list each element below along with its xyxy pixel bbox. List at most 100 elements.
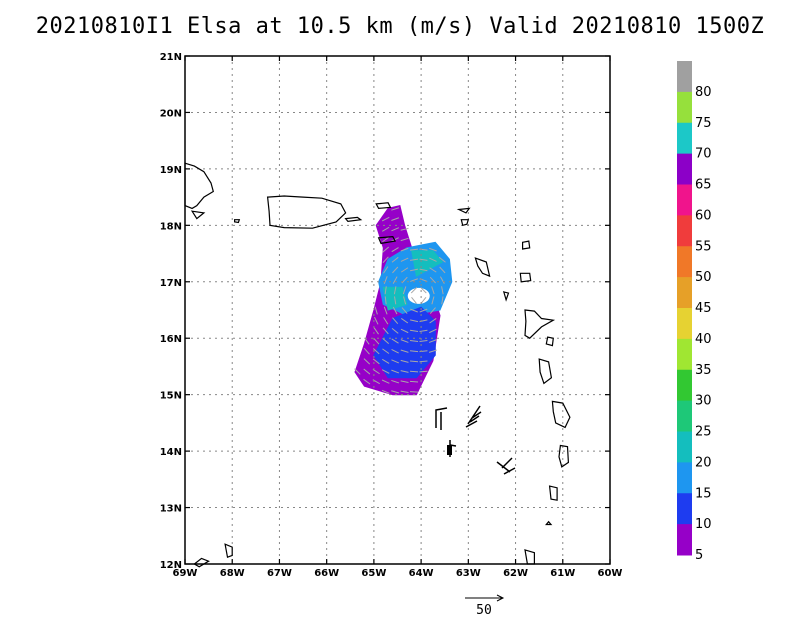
- wind-vector: [409, 360, 419, 363]
- wind-vector: [420, 287, 427, 294]
- colorbar-swatch: [677, 246, 692, 278]
- wind-vector: [372, 368, 380, 375]
- coastline-st-croix: [377, 235, 397, 245]
- wind-vector: [409, 350, 419, 353]
- coastline-guadeloupe: [524, 309, 556, 339]
- wind-vector: [400, 370, 409, 373]
- lat-lon-grid: [185, 56, 610, 564]
- wind-vector: [400, 380, 409, 383]
- lat-tick-label: 15N: [160, 391, 182, 402]
- colorbar-swatch: [677, 91, 692, 124]
- colorbar-swatch: [677, 431, 692, 463]
- coastline-dominica: [538, 358, 553, 385]
- wind-vector: [374, 306, 378, 315]
- wind-vector: [391, 369, 400, 374]
- wind-vector: [429, 318, 437, 324]
- wind-vector: [374, 316, 379, 325]
- colorbar-label: 25: [695, 425, 712, 440]
- wind-vector: [410, 268, 419, 272]
- wind-vector: [429, 307, 436, 314]
- colorbar-swatch: [677, 277, 692, 309]
- wind-vector: [419, 340, 428, 343]
- wind-vector: [428, 339, 437, 343]
- colorbar-swatch: [677, 184, 692, 216]
- lat-tick-label: 17N: [160, 278, 182, 289]
- wind-vector: [441, 286, 444, 295]
- coastline-virgin-islands: [375, 202, 392, 210]
- wind-vector: [382, 246, 390, 253]
- wind-vector: [438, 256, 446, 263]
- coastline-los-roques: [193, 557, 210, 568]
- wind-vector: [400, 267, 409, 273]
- wind-vector: [363, 347, 370, 355]
- wind-vector: [409, 340, 419, 343]
- wind-vector: [384, 296, 387, 305]
- wind-vector: [392, 317, 399, 325]
- wind-vector: [411, 296, 417, 304]
- colorbar-swatch: [677, 308, 692, 340]
- observation-barb: [435, 407, 448, 428]
- colorbar-label: 20: [695, 455, 712, 470]
- wind-vector: [409, 248, 419, 251]
- colorbar-label: 65: [695, 178, 712, 193]
- wind-vector: [382, 338, 390, 345]
- coastline-montserrat: [502, 291, 510, 302]
- wind-vector: [363, 358, 371, 365]
- lat-tick-label: 19N: [160, 165, 182, 176]
- wind-vector: [391, 247, 399, 253]
- wind-vector: [419, 360, 428, 363]
- lon-tick-label: 66W: [314, 568, 339, 579]
- coastline-st-martin: [460, 219, 470, 227]
- wind-vector: [384, 286, 387, 295]
- lat-tick-label: 18N: [160, 221, 182, 232]
- lon-tick-label: 63W: [456, 568, 481, 579]
- observation-barb: [465, 405, 482, 428]
- wind-vector: [400, 247, 409, 252]
- colorbar-swatch: [677, 462, 692, 494]
- wind-vector: [392, 306, 398, 315]
- axis-ticks: 69W 68W 67W 66W 65W 64W 63W 62W 61W 60W 21N 20N 19N 1…: [160, 52, 623, 579]
- lat-tick-label: 12N: [160, 560, 182, 571]
- wind-vector: [400, 359, 409, 363]
- colorbar-label: 15: [695, 486, 712, 501]
- wind-vector: [382, 256, 389, 264]
- wind-vector: [403, 296, 407, 305]
- observation-barbs: [435, 405, 516, 475]
- lat-tick-label: 21N: [160, 52, 182, 63]
- wind-vector: [381, 216, 390, 222]
- plot-title: 20210810I1 Elsa at 10.5 km (m/s) Valid 2…: [35, 14, 765, 39]
- wind-vector: [391, 390, 400, 394]
- wind-vector: [420, 296, 427, 304]
- wind-vector: [410, 370, 419, 373]
- wind-vector: [391, 256, 399, 263]
- wind-vectors: [354, 207, 446, 394]
- wind-vector: [363, 368, 371, 375]
- wind-vector: [373, 337, 380, 345]
- colorbar-label: 30: [695, 394, 712, 409]
- wind-vector: [400, 328, 409, 334]
- wind-vector: [381, 369, 390, 374]
- coastline-barbuda: [521, 240, 531, 250]
- coastline-anguilla: [456, 207, 471, 214]
- wind-vector: [419, 258, 428, 261]
- wind-vector: [391, 227, 400, 232]
- wind-vector: [400, 237, 409, 242]
- coastline-blanquilla: [224, 543, 233, 559]
- wind-vector: [383, 276, 388, 284]
- lon-tick-label: 65W: [361, 568, 386, 579]
- colorbar-label: 5: [695, 548, 703, 563]
- wind-vector: [428, 349, 437, 353]
- wind-vector: [428, 247, 437, 252]
- wind-vector: [400, 390, 409, 394]
- wind-vector: [400, 318, 409, 324]
- coastline-hispaniola: [184, 162, 214, 210]
- coastlines: [184, 162, 571, 568]
- coastline-st-vincent: [548, 485, 558, 501]
- wind-vector: [419, 308, 428, 313]
- wind-vector: [402, 286, 407, 295]
- wind-vector: [419, 329, 428, 333]
- colorbar-label: 45: [695, 301, 712, 316]
- wind-vector: [410, 278, 418, 282]
- lon-tick-label: 61W: [550, 568, 575, 579]
